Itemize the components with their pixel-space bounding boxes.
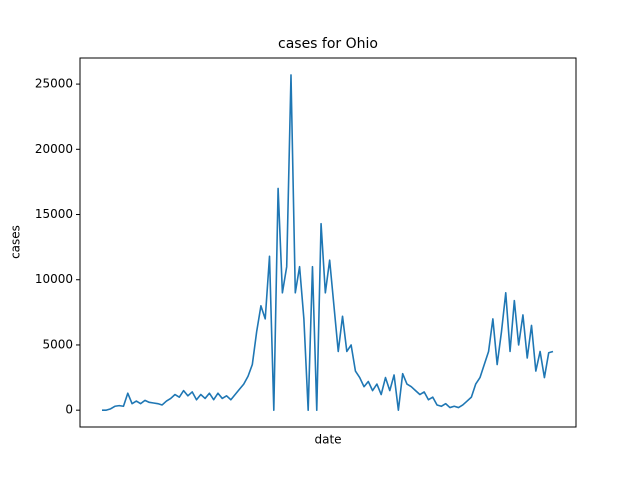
y-tick-label: 0 [65,403,73,417]
data-line [102,74,554,411]
y-tick-label: 15000 [35,207,73,221]
y-tick-label: 5000 [42,337,73,351]
plot-frame [79,57,577,428]
y-axis-label: cases [9,225,23,259]
chart-title: cases for Ohio [278,36,378,52]
y-tick-label: 10000 [35,272,73,286]
y-tick-label: 20000 [35,142,73,156]
x-axis-label: date [314,433,341,447]
y-tick-label: 25000 [35,77,73,91]
